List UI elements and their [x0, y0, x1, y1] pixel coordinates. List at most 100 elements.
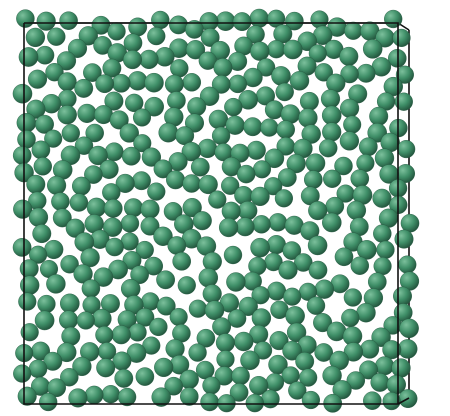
particle: [47, 378, 66, 398]
particle: [57, 105, 77, 125]
particle: [130, 265, 149, 285]
particle: [124, 198, 143, 218]
particle: [190, 157, 210, 177]
particle: [72, 356, 92, 377]
particle: [128, 17, 148, 37]
particle: [281, 366, 300, 385]
particle: [12, 83, 33, 104]
particle: [164, 376, 183, 396]
particle: [109, 110, 129, 130]
particle: [60, 255, 79, 274]
particle: [47, 175, 67, 195]
particle: [84, 385, 104, 405]
particle: [382, 340, 402, 360]
particle: [72, 176, 91, 196]
particle: [372, 188, 392, 208]
particle: [198, 267, 219, 288]
particle: [100, 294, 120, 314]
particle: [227, 309, 247, 328]
particle: [83, 63, 102, 82]
particle: [350, 256, 369, 275]
particle-cluster: [12, 8, 420, 413]
particle: [52, 208, 72, 228]
particle: [252, 215, 271, 234]
particle: [397, 140, 416, 159]
particle: [122, 50, 142, 70]
particle: [304, 170, 323, 189]
particle: [299, 91, 319, 111]
particle: [61, 326, 81, 346]
particle: [95, 74, 115, 94]
particle: [234, 331, 254, 352]
particle: [250, 237, 270, 258]
particle: [211, 126, 231, 145]
particle: [314, 279, 335, 299]
particle: [277, 168, 297, 187]
particle: [115, 173, 135, 193]
particle: [56, 51, 77, 71]
particle: [274, 189, 293, 208]
particle: [51, 192, 70, 211]
particle: [123, 33, 143, 53]
particle: [154, 357, 174, 377]
particle: [371, 327, 391, 347]
particle: [200, 28, 220, 47]
particle: [27, 69, 48, 89]
particle: [246, 140, 266, 160]
particle: [26, 99, 46, 119]
particle: [144, 72, 164, 93]
particle: [308, 201, 328, 221]
particle: [74, 78, 94, 98]
particle: [399, 318, 419, 339]
particle: [375, 356, 395, 376]
particle: [275, 82, 294, 102]
particle: [141, 147, 161, 167]
particle: [348, 84, 368, 104]
particle: [185, 113, 204, 133]
particle: [88, 145, 108, 166]
particle: [212, 317, 232, 337]
particle: [202, 284, 222, 304]
particle: [135, 240, 154, 260]
particle: [245, 393, 264, 413]
simulation-box-front-edges: [23, 22, 410, 405]
particle: [215, 11, 236, 31]
particle: [198, 174, 218, 195]
particle: [25, 27, 46, 48]
particle: [382, 392, 401, 411]
particle: [86, 197, 107, 218]
particle: [153, 159, 173, 179]
particle: [16, 9, 35, 28]
particle: [37, 294, 56, 314]
particle: [276, 120, 295, 139]
particle: [181, 141, 201, 162]
particle: [182, 174, 201, 193]
particle: [167, 236, 187, 255]
particle: [265, 373, 285, 392]
particle: [332, 380, 352, 400]
particle: [132, 108, 152, 127]
particle: [373, 257, 392, 276]
particle: [59, 11, 78, 30]
particle: [298, 108, 318, 128]
particle: [92, 308, 112, 329]
particle: [322, 365, 342, 386]
particle: [195, 360, 215, 380]
particle: [127, 71, 148, 91]
particle: [307, 235, 328, 256]
particle: [163, 202, 183, 221]
particle: [283, 287, 302, 306]
particle: [306, 296, 326, 315]
particle: [61, 124, 80, 143]
particle: [295, 351, 315, 371]
particle: [221, 176, 240, 195]
particle: [135, 367, 155, 386]
particle: [121, 146, 141, 166]
particle: [197, 138, 218, 158]
particle: [282, 340, 302, 361]
particle: [376, 240, 395, 259]
particle: [74, 136, 94, 155]
particle: [39, 392, 58, 412]
particle: [400, 213, 420, 233]
